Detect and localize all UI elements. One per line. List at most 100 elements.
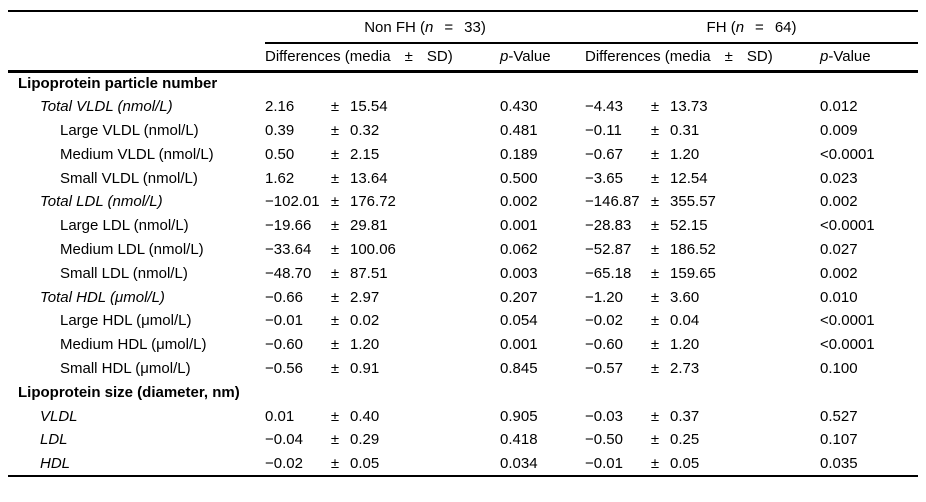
differences-label: Differences (media <box>265 48 391 66</box>
equals-sign: = <box>444 18 454 36</box>
fh-diff-cell: −28.83 ±52.15 <box>585 214 820 238</box>
mean-value: −0.02 <box>585 312 623 330</box>
mean-value: −0.03 <box>585 407 623 425</box>
group-header-spacer <box>8 11 265 43</box>
fh-diff-cell: −3.65 ±12.54 <box>585 166 820 190</box>
group-label-pre: FH ( <box>706 18 736 36</box>
nonfh-p-value: 0.034 <box>500 454 538 472</box>
mean-value: −48.70 <box>265 264 312 282</box>
sd-value: 186.52 <box>670 240 716 258</box>
sd-value: 0.05 <box>350 454 380 472</box>
mean-value: −0.67 <box>585 145 623 163</box>
pvalue-label: -Value <box>508 48 551 66</box>
differences-label: Differences (media <box>585 48 711 66</box>
fh-diff-cell: −0.01 ±0.05 <box>585 452 820 476</box>
section-row: Lipoprotein particle number <box>8 71 918 95</box>
mean-value: −0.01 <box>265 312 303 330</box>
mean-value: −0.02 <box>265 454 303 472</box>
sd-value: 0.32 <box>350 121 380 139</box>
sd-value: 2.73 <box>670 359 700 377</box>
lipoprotein-differences-table: Non FH (n = 33) FH (n = 64) Differences (med… <box>8 10 919 477</box>
row-label: Total HDL (μmol/L) <box>40 288 165 306</box>
fh-p-value: 0.107 <box>820 431 858 449</box>
mean-value: −146.87 <box>585 193 640 211</box>
nonfh-p-value: 0.207 <box>500 288 538 306</box>
nonfh-diff-cell: −0.02 ±0.05 <box>265 452 500 476</box>
plus-minus-sign: ± <box>650 359 660 377</box>
n-symbol: n <box>735 18 745 36</box>
table-row: HDL −0.02 ±0.05 0.034 −0.01 ±0.05 0.035 <box>8 452 918 476</box>
table-row: Large LDL (nmol/L) −19.66 ±29.81 0.001 −2… <box>8 214 918 238</box>
plus-minus-sign: ± <box>650 336 660 354</box>
nonfh-diff-cell: −0.66 ±2.97 <box>265 285 500 309</box>
column-header-nonfh-differences: Differences (media ± SD) <box>265 43 500 73</box>
nonfh-p-value: 0.001 <box>500 336 538 354</box>
fh-diff-cell: −1.20 ±3.60 <box>585 285 820 309</box>
sd-value: 1.20 <box>670 336 700 354</box>
plus-minus-sign: ± <box>330 359 340 377</box>
row-label: Large HDL (μmol/L) <box>60 312 192 330</box>
plus-minus-sign: ± <box>650 312 660 330</box>
sd-value: 0.05 <box>670 454 700 472</box>
nonfh-p-value: 0.500 <box>500 169 538 187</box>
pvalue-label: -Value <box>828 48 871 66</box>
mean-value: −1.20 <box>585 288 623 306</box>
sd-label: SD) <box>426 48 453 66</box>
fh-p-value: <0.0001 <box>820 145 875 163</box>
nonfh-diff-cell: 2.16 ±15.54 <box>265 95 500 119</box>
row-label: Medium VLDL (nmol/L) <box>60 145 214 163</box>
mean-value: −0.57 <box>585 359 623 377</box>
nonfh-diff-cell: −0.01 ±0.02 <box>265 309 500 333</box>
row-label: Medium LDL (nmol/L) <box>60 240 204 258</box>
plus-minus-sign: ± <box>330 431 340 449</box>
mean-value: −0.60 <box>585 336 623 354</box>
sd-value: 159.65 <box>670 264 716 282</box>
plus-minus-sign: ± <box>650 264 660 282</box>
sd-value: 0.37 <box>670 407 700 425</box>
fh-p-value: <0.0001 <box>820 336 875 354</box>
equals-sign: = <box>755 18 764 36</box>
sd-value: 0.04 <box>670 312 700 330</box>
plus-minus-sign: ± <box>650 169 660 187</box>
table-row: LDL −0.04 ±0.29 0.418 −0.50 ±0.25 0.107 <box>8 428 918 452</box>
mean-value: 0.50 <box>265 145 295 163</box>
nonfh-p-value: 0.845 <box>500 359 538 377</box>
mean-value: 2.16 <box>265 98 295 116</box>
mean-value: −0.66 <box>265 288 303 306</box>
table-row: Large HDL (μmol/L) −0.01 ±0.02 0.054 −0.0… <box>8 309 918 333</box>
table-row: Total HDL (μmol/L) −0.66 ±2.97 0.207 −1.2… <box>8 285 918 309</box>
sd-value: 12.54 <box>670 169 708 187</box>
nonfh-diff-cell: 0.39 ±0.32 <box>265 119 500 143</box>
plus-minus-sign: ± <box>650 98 660 116</box>
fh-p-value: <0.0001 <box>820 312 875 330</box>
group-count: 33) <box>464 18 486 36</box>
table-row: Medium HDL (μmol/L) −0.60 ±1.20 0.001 −0.… <box>8 333 918 357</box>
nonfh-diff-cell: −0.04 ±0.29 <box>265 428 500 452</box>
row-label: Small LDL (nmol/L) <box>60 264 188 282</box>
fh-diff-cell: −0.03 ±0.37 <box>585 404 820 428</box>
mean-value: 0.39 <box>265 121 295 139</box>
fh-diff-cell: −0.02 ±0.04 <box>585 309 820 333</box>
sd-value: 2.97 <box>350 288 380 306</box>
sd-value: 13.64 <box>350 169 388 187</box>
nonfh-p-value: 0.905 <box>500 407 538 425</box>
plus-minus-sign: ± <box>724 48 733 66</box>
sd-value: 0.91 <box>350 359 380 377</box>
fh-diff-cell: −4.43 ±13.73 <box>585 95 820 119</box>
nonfh-p-value: 0.418 <box>500 431 538 449</box>
plus-minus-sign: ± <box>330 454 340 472</box>
sd-value: 0.31 <box>670 121 700 139</box>
sd-value: 2.15 <box>350 145 380 163</box>
sd-value: 0.25 <box>670 431 700 449</box>
mean-value: 1.62 <box>265 169 295 187</box>
plus-minus-sign: ± <box>650 407 660 425</box>
nonfh-p-value: 0.189 <box>500 145 538 163</box>
fh-diff-cell: −0.67 ±1.20 <box>585 142 820 166</box>
nonfh-p-value: 0.054 <box>500 312 538 330</box>
plus-minus-sign: ± <box>330 98 340 116</box>
fh-diff-cell: −146.87 ±355.57 <box>585 190 820 214</box>
column-header-nonfh-pvalue: p-Value <box>500 43 586 73</box>
p-symbol: p <box>820 48 829 66</box>
fh-p-value: 0.035 <box>820 454 858 472</box>
fh-diff-cell: −0.60 ±1.20 <box>585 333 820 357</box>
